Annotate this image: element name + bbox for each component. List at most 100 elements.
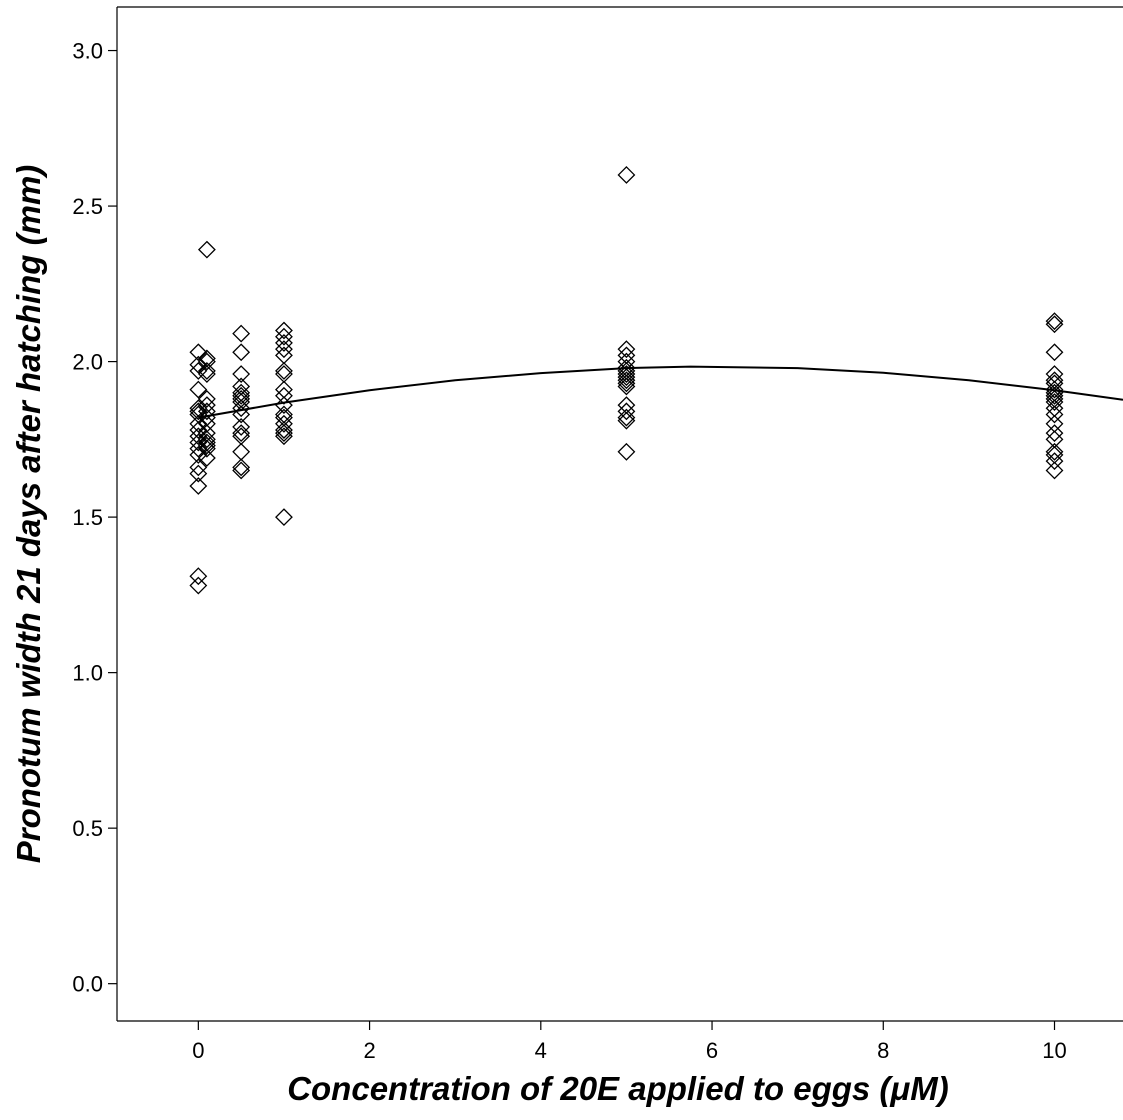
data-point	[189, 414, 208, 433]
data-point	[232, 324, 251, 343]
data-point	[232, 424, 251, 443]
data-point	[197, 240, 216, 259]
y-tick-label: 0.0	[72, 972, 103, 997]
data-point	[197, 436, 216, 455]
data-point	[1045, 430, 1064, 449]
data-point	[617, 402, 636, 421]
data-point	[232, 393, 251, 411]
y-tick-label: 3.0	[72, 39, 103, 64]
fit-curve-layer	[198, 365, 1123, 419]
data-point	[1045, 424, 1064, 443]
y-axis-title: Pronotum width 21 days after hatching (m…	[10, 165, 47, 864]
data-point	[275, 508, 293, 527]
data-point	[232, 458, 251, 477]
data-point	[275, 427, 293, 446]
data-point	[197, 362, 216, 380]
data-point	[617, 374, 636, 393]
data-point	[275, 421, 293, 439]
data-point	[197, 439, 216, 458]
data-point	[232, 343, 251, 362]
data-point	[275, 424, 293, 443]
data-point	[1045, 343, 1064, 362]
data-point	[1045, 405, 1064, 424]
data-point	[617, 166, 636, 184]
y-tick-label: 1.5	[72, 505, 103, 530]
data-point	[1045, 442, 1064, 461]
data-point	[189, 458, 208, 477]
data-point	[617, 365, 636, 383]
data-point	[189, 567, 208, 586]
data-point	[617, 396, 636, 415]
data-point	[275, 396, 293, 415]
y-tick-label: 2.0	[72, 350, 103, 375]
data-point	[617, 371, 636, 390]
data-point	[1045, 386, 1064, 405]
x-tick-label: 6	[706, 1038, 718, 1063]
data-point	[232, 417, 251, 436]
data-point	[1045, 393, 1064, 411]
data-point	[197, 402, 216, 421]
data-point	[617, 368, 636, 387]
data-point	[189, 421, 208, 439]
data-point	[275, 321, 293, 340]
data-point	[232, 442, 251, 461]
data-point	[189, 362, 208, 380]
data-point	[617, 408, 636, 427]
data-point	[1045, 312, 1064, 331]
x-axis-title: Concentration of 20E applied to eggs (μM…	[287, 1070, 949, 1107]
data-point	[275, 340, 293, 359]
data-points-layer	[189, 166, 1064, 595]
data-point	[189, 433, 208, 452]
data-point	[197, 396, 216, 415]
data-point	[189, 445, 208, 464]
data-point	[232, 386, 251, 405]
x-tick-label: 2	[363, 1038, 375, 1063]
data-point	[189, 464, 208, 483]
data-point	[1045, 365, 1064, 383]
data-point	[197, 389, 216, 408]
data-point	[275, 334, 293, 352]
data-point	[1045, 399, 1064, 418]
data-point	[1045, 461, 1064, 480]
data-point	[189, 343, 208, 362]
data-point	[197, 365, 216, 383]
data-point	[275, 327, 293, 346]
data-point	[1045, 315, 1064, 334]
data-point	[275, 386, 293, 405]
data-point	[1045, 380, 1064, 399]
data-point	[232, 377, 251, 396]
axes-layer: 0 2 4 6 8 10 0.0 0.5 1.0 1.5 2.0 2.5 3.0	[72, 6, 1123, 1063]
data-point	[232, 365, 251, 383]
data-point	[275, 362, 293, 380]
data-point	[617, 346, 636, 365]
data-point	[275, 346, 293, 365]
data-point	[617, 377, 636, 396]
data-point	[197, 424, 216, 443]
fit-curve	[198, 365, 1123, 419]
data-point	[189, 380, 208, 399]
data-point	[617, 411, 636, 430]
data-point	[617, 340, 636, 359]
x-tick-label: 0	[192, 1038, 204, 1063]
data-point	[189, 402, 208, 421]
data-point	[189, 355, 208, 374]
data-point	[275, 380, 293, 399]
y-tick-label: 2.5	[72, 194, 103, 219]
x-tick-label: 4	[535, 1038, 547, 1063]
data-point	[275, 414, 293, 433]
data-point	[197, 430, 216, 449]
x-tick-label: 8	[877, 1038, 889, 1063]
data-point	[197, 449, 216, 467]
data-point	[189, 477, 208, 495]
data-point	[1045, 452, 1064, 471]
y-tick-label: 1.0	[72, 661, 103, 686]
data-point	[197, 352, 216, 371]
data-point	[232, 405, 251, 424]
x-tick-label: 10	[1042, 1038, 1066, 1063]
data-point	[232, 461, 251, 480]
y-tick-label: 0.5	[72, 816, 103, 841]
data-point	[189, 439, 208, 458]
data-point	[617, 442, 636, 461]
data-point	[189, 427, 208, 446]
